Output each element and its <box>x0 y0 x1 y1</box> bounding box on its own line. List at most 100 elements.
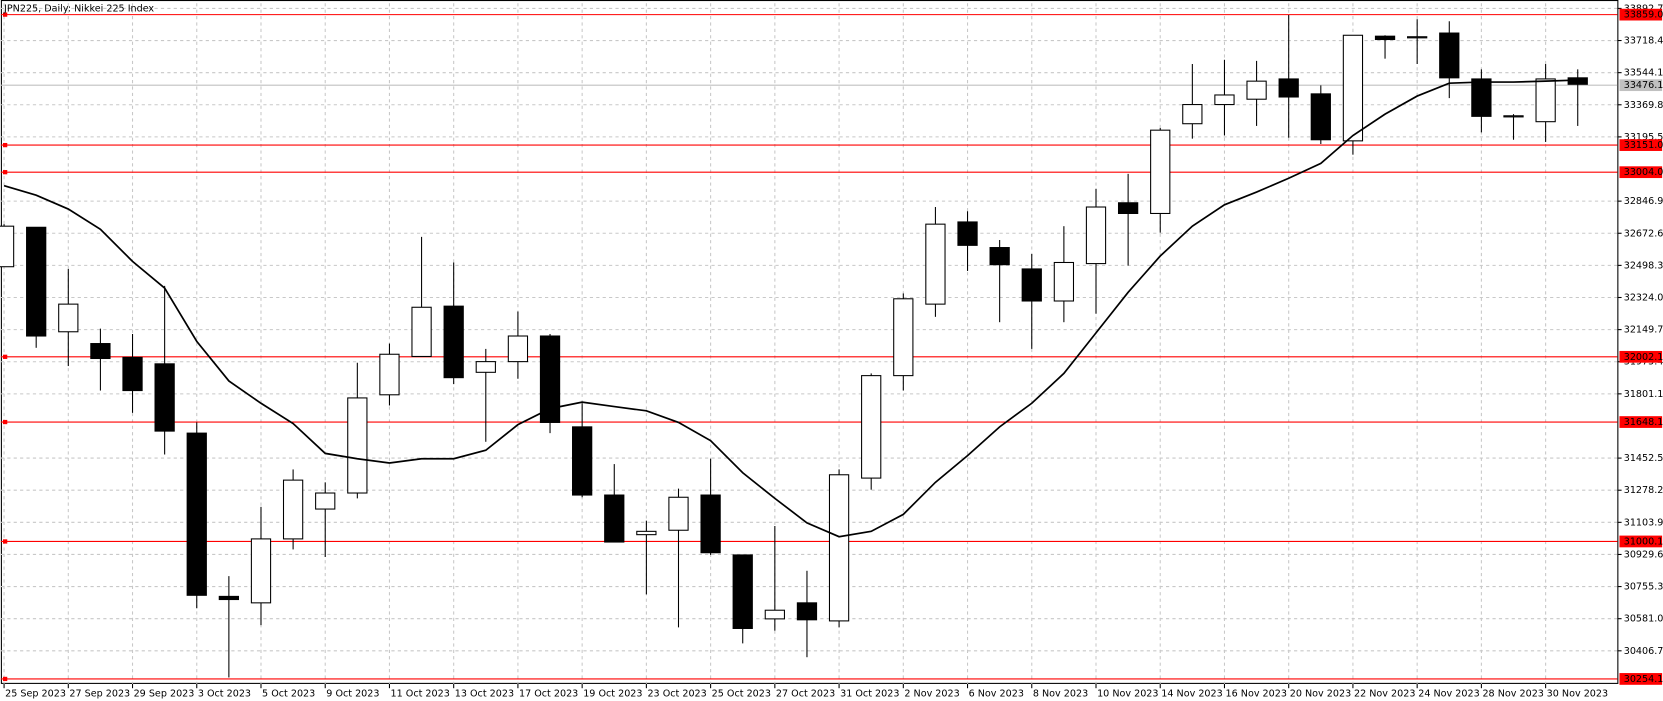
candle-body <box>1021 268 1042 302</box>
x-tick-label: 20 Nov 2023 <box>1290 689 1351 700</box>
y-tick-label: 32149.7 <box>1624 325 1663 336</box>
candle-body <box>1053 261 1075 302</box>
candle-body <box>764 609 785 620</box>
candle-body <box>700 494 721 554</box>
x-tick-label: 27 Sep 2023 <box>69 689 130 700</box>
current-price-label: 33476.1 <box>1624 80 1663 91</box>
candle-body <box>796 602 818 621</box>
level-label: 31000.1 <box>1624 536 1663 547</box>
candle-body <box>1342 34 1364 142</box>
y-tick-label: 32672.6 <box>1624 228 1663 239</box>
candle-body <box>1407 36 1428 39</box>
candle-body <box>1503 115 1524 118</box>
x-tick-label: 2 Nov 2023 <box>904 689 959 700</box>
y-tick-label: 32846.9 <box>1624 196 1663 207</box>
candle-body <box>957 221 978 246</box>
level-label: 31648.1 <box>1624 417 1663 428</box>
candle-body <box>668 496 689 531</box>
x-tick-label: 10 Nov 2023 <box>1097 689 1158 700</box>
candle-body <box>0 225 15 268</box>
level-label-box <box>1619 350 1663 363</box>
x-tick-label: 6 Nov 2023 <box>969 689 1024 700</box>
x-tick-label: 14 Nov 2023 <box>1161 689 1222 700</box>
x-tick-label: 11 Oct 2023 <box>391 689 450 700</box>
level-label-box <box>1619 8 1663 21</box>
x-tick-label: 9 Oct 2023 <box>326 689 379 700</box>
y-tick-label: 33195.5 <box>1624 132 1663 143</box>
candle-body <box>1471 78 1492 117</box>
level-label: 32002.1 <box>1624 352 1663 363</box>
x-tick-label: 17 Oct 2023 <box>519 689 578 700</box>
moving-average <box>3 79 1578 538</box>
current-price-box <box>1619 79 1663 92</box>
y-tick-label: 33369.8 <box>1624 100 1663 111</box>
level-anchor <box>2 170 8 175</box>
candle-body <box>507 335 529 363</box>
candle-body <box>604 494 625 543</box>
level-anchor <box>2 419 8 425</box>
candle-body <box>1150 129 1171 214</box>
y-tick-label: 30581.0 <box>1624 614 1663 625</box>
x-tick-label: 29 Sep 2023 <box>134 689 195 700</box>
candle-body <box>572 426 593 496</box>
level-label-box <box>1619 166 1663 179</box>
candle-body <box>732 554 753 629</box>
x-tick-label: 19 Oct 2023 <box>583 689 642 700</box>
candle-body <box>475 361 496 373</box>
y-tick-label: 33718.4 <box>1624 36 1663 47</box>
candle-body <box>1278 78 1299 98</box>
level-label-box <box>1619 416 1663 428</box>
x-tick-label: 13 Oct 2023 <box>455 689 514 700</box>
x-tick-label: 31 Oct 2023 <box>840 689 899 700</box>
candle-body <box>1246 80 1267 100</box>
level-label: 30254.1 <box>1624 674 1663 685</box>
level-label-box <box>1619 535 1663 548</box>
y-tick-label: 30406.7 <box>1624 646 1663 657</box>
level-anchor <box>2 539 8 544</box>
candle-body <box>218 595 240 601</box>
y-tick-label: 31801.1 <box>1624 389 1663 400</box>
x-tick-label: 16 Nov 2023 <box>1226 689 1287 700</box>
level-label: 33859.0 <box>1624 10 1663 21</box>
y-tick-label: 30755.3 <box>1624 582 1663 593</box>
y-tick-label: 33544.1 <box>1624 68 1663 79</box>
x-tick-label: 25 Oct 2023 <box>712 689 771 700</box>
candle-body <box>282 479 304 540</box>
candle-body <box>347 397 368 494</box>
candle-body <box>250 538 272 604</box>
candle-body <box>1439 32 1460 79</box>
y-tick-label: 30929.6 <box>1624 549 1663 560</box>
candle-body <box>186 432 207 596</box>
candle-body <box>1374 35 1396 41</box>
candle-body <box>443 305 464 379</box>
candle-body <box>925 223 946 305</box>
candle-body <box>1310 93 1331 141</box>
y-tick-label: 31452.5 <box>1624 453 1663 464</box>
candle-body <box>861 375 882 479</box>
candle-body <box>828 474 850 622</box>
candle-body <box>90 343 111 360</box>
candle-body <box>636 530 657 536</box>
candle-body <box>379 353 400 396</box>
candle-body <box>1085 206 1107 265</box>
level-anchor <box>2 142 8 148</box>
level-label: 33004.0 <box>1624 167 1663 178</box>
x-tick-label: 8 Nov 2023 <box>1033 689 1088 700</box>
x-tick-label: 5 Oct 2023 <box>262 689 315 700</box>
candle-body <box>26 226 47 337</box>
x-tick-label: 30 Nov 2023 <box>1547 689 1608 700</box>
x-tick-label: 25 Sep 2023 <box>5 689 66 700</box>
candle-body <box>122 356 143 392</box>
x-tick-label: 22 Nov 2023 <box>1354 689 1415 700</box>
level-anchor <box>2 676 8 682</box>
x-tick-label: 3 Oct 2023 <box>198 689 251 700</box>
candle-body <box>1214 94 1235 106</box>
candle-body <box>1117 202 1139 214</box>
candle-body <box>1182 104 1203 125</box>
level-label-box <box>1619 139 1663 151</box>
candle-body <box>893 298 914 377</box>
x-tick-label: 24 Nov 2023 <box>1418 689 1479 700</box>
x-tick-label: 27 Oct 2023 <box>776 689 835 700</box>
